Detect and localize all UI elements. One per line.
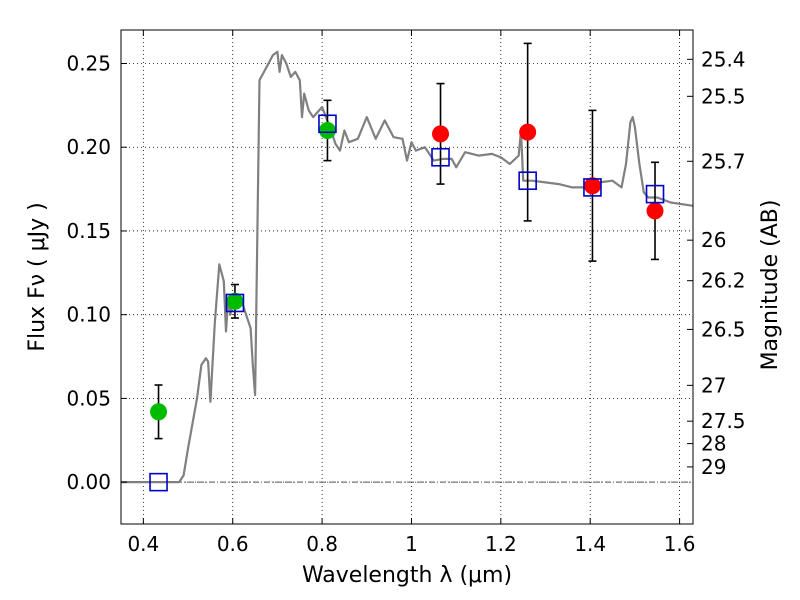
blue-point xyxy=(431,147,450,167)
red-point xyxy=(646,202,664,220)
magnitude-tick-label: 25.7 xyxy=(701,149,746,173)
blue-point xyxy=(149,472,168,492)
x-tick-label: 1 xyxy=(405,532,418,556)
grid xyxy=(121,30,693,524)
x-tick-label: 1.2 xyxy=(485,532,517,556)
magnitude-tick-label: 27.5 xyxy=(701,409,746,433)
magnitude-tick-label: 25.4 xyxy=(701,47,746,71)
y-tick-label: 0.15 xyxy=(66,219,111,243)
blue-point xyxy=(318,114,337,134)
red-point xyxy=(519,123,537,141)
y-tick-label: 0.20 xyxy=(66,135,111,159)
y-tick-label: 0.05 xyxy=(66,386,111,410)
blue-point xyxy=(583,178,602,197)
green-point xyxy=(226,292,244,310)
y-axis-tick-labels: 0.00 0.05 0.10 0.15 0.20 0.25 xyxy=(66,51,111,494)
green-point xyxy=(318,121,336,139)
axis-ticks xyxy=(121,30,693,524)
x-tick-label: 0.6 xyxy=(217,532,249,556)
y-tick-label: 0.00 xyxy=(66,470,111,494)
x-tick-label: 0.8 xyxy=(306,532,338,556)
magnitude-tick-label: 27 xyxy=(701,373,726,397)
x-axis-tick-labels: 0.4 0.6 0.8 1 1.2 1.4 1.6 xyxy=(127,532,695,556)
x-tick-label: 1.4 xyxy=(574,532,606,556)
x-tick-label: 0.4 xyxy=(127,532,159,556)
red-point xyxy=(432,125,450,143)
magnitude-tick-label: 26.2 xyxy=(701,269,746,293)
magnitude-tick-label: 26 xyxy=(701,228,726,252)
blue-point xyxy=(225,293,245,313)
y-tick-label: 0.10 xyxy=(66,303,111,327)
model-spectrum-line xyxy=(121,50,694,484)
error-bars xyxy=(154,42,660,440)
blue-point xyxy=(645,184,665,204)
y-tick-label: 0.25 xyxy=(66,51,111,75)
magnitude-tick-label: 26.5 xyxy=(701,317,746,341)
data-markers xyxy=(149,114,665,492)
magnitude-tick-label: 28 xyxy=(701,432,726,456)
blue-point xyxy=(518,171,537,191)
green-point xyxy=(150,403,168,421)
x-axis-label: Wavelength λ (μm) xyxy=(302,563,512,588)
magnitude-tick-label: 29 xyxy=(701,455,726,479)
red-point xyxy=(583,177,601,195)
x-tick-label: 1.6 xyxy=(664,532,696,556)
magnitude-axis-label: Magnitude (AB) xyxy=(758,200,783,371)
plot-area-frame xyxy=(120,29,694,525)
y-axis-label: Flux Fν ( μJy ) xyxy=(25,202,50,351)
magnitude-tick-label: 25.5 xyxy=(701,84,746,108)
